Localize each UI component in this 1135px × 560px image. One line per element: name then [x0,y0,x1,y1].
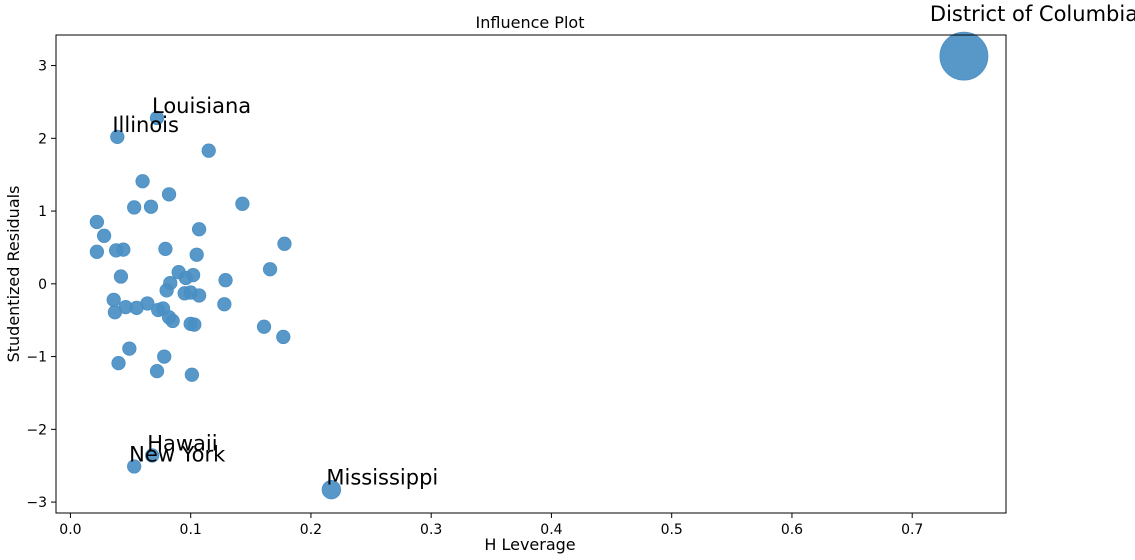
data-point-36 [107,305,123,320]
data-point-23 [218,273,233,288]
data-point-49 [127,459,142,474]
data-point-14 [89,244,105,259]
data-point-33 [129,300,144,315]
data-points [89,31,989,500]
data-point-16 [116,242,131,257]
data-point-13 [158,241,173,257]
data-point-47 [184,367,200,382]
data-point-5 [161,187,177,202]
data-point-21 [113,269,129,284]
data-point-46 [149,364,165,379]
data-point-2 [110,129,125,144]
data-point-18 [262,262,278,277]
plot-frame [55,34,1007,514]
data-point-8 [143,199,159,214]
x-tick-label-1: 0.1 [180,522,202,538]
x-axis-label: H Leverage [484,535,575,554]
data-point-31 [217,297,232,312]
data-point-22 [178,270,193,286]
data-point-11 [96,228,112,243]
data-point-9 [89,214,105,230]
chart-title: Influence Plot [476,13,585,32]
x-tick-label-2: 0.2 [300,522,322,538]
annotation-0: District of Columbia [930,2,1135,26]
data-point-3 [201,143,216,158]
annotation-5: Mississippi [326,466,438,490]
x-tick-label-5: 0.5 [661,522,683,538]
y-tick-label-3: 0 [38,277,47,293]
data-point-50 [321,480,342,500]
data-point-43 [122,341,137,356]
data-point-25 [159,283,174,298]
data-point-40 [187,317,202,332]
y-tick-label-0: −3 [26,495,47,511]
annotation-1: Louisiana [152,94,251,118]
x-tick-label-7: 0.7 [901,522,923,538]
x-tick-label-3: 0.3 [420,522,442,538]
data-point-28 [191,288,207,303]
data-point-0 [939,31,989,81]
data-point-1 [149,110,165,126]
data-point-12 [277,236,292,251]
x-tick-label-4: 0.4 [540,522,562,538]
data-point-41 [256,319,272,334]
data-point-6 [235,196,250,211]
y-axis-label: Studentized Residuals [4,186,23,363]
x-tick-label-6: 0.6 [781,522,803,538]
y-tick-label-5: 2 [38,131,47,147]
y-tick-label-2: −1 [26,350,47,366]
x-axis-ticks: 0.0 0.1 0.2 0.3 0.4 0.5 0.6 0.7 [59,513,923,538]
data-point-45 [111,356,126,371]
y-tick-label-4: 1 [38,204,47,220]
data-point-35 [151,302,166,318]
y-axis-ticks: −3 −2 −1 0 1 2 3 [26,59,56,511]
data-point-7 [127,200,142,215]
y-tick-label-1: −2 [26,422,47,438]
data-point-38 [165,313,180,329]
annotation-2: Illinois [112,113,179,137]
data-point-17 [189,247,204,262]
y-tick-label-6: 3 [38,59,47,75]
data-point-4 [135,174,150,189]
data-point-10 [191,222,207,237]
data-point-48 [145,448,160,463]
x-tick-label-0: 0.0 [59,522,81,538]
annotation-4: New York [129,442,226,466]
annotation-3: Hawaii [147,432,217,456]
data-point-42 [276,329,291,345]
data-point-44 [157,349,172,364]
data-point-29 [106,292,121,307]
